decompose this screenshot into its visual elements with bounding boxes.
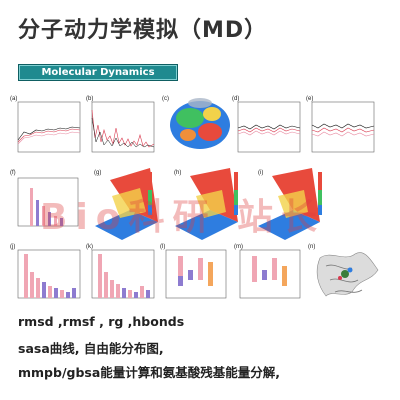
panel-i-landscape xyxy=(258,168,322,240)
panel-m-bars xyxy=(239,249,301,299)
panel-h-landscape xyxy=(175,168,238,240)
panel-label-g: (g) xyxy=(94,170,102,176)
panel-l-bars xyxy=(165,249,227,299)
panel-label-f: (f) xyxy=(10,170,16,176)
panel-g-landscape xyxy=(95,168,158,240)
panel-f-plot xyxy=(17,177,79,227)
panel-label-b: (b) xyxy=(86,96,94,102)
panel-n-structure xyxy=(316,252,379,297)
panel-b-plot xyxy=(91,101,155,153)
panel-a-plot xyxy=(17,101,81,153)
panel-label-j: (j) xyxy=(10,244,16,250)
panel-k-bars xyxy=(91,249,155,299)
panel-j-bars xyxy=(17,249,81,299)
panel-label-a: (a) xyxy=(10,96,18,102)
panel-c-surface xyxy=(170,98,230,149)
panel-label-k: (k) xyxy=(86,244,93,250)
panel-label-h: (h) xyxy=(174,170,182,176)
panel-label-c: (c) xyxy=(162,96,169,102)
notes-line-3: mmpb/gbsa能量计算和氨基酸残基能量分解, xyxy=(18,365,281,380)
panel-label-e: (e) xyxy=(306,96,314,102)
subtitle-text: Molecular Dynamics xyxy=(41,67,155,78)
page-title: 分子动力学模拟（MD） xyxy=(18,18,268,43)
subtitle-banner: Molecular Dynamics xyxy=(18,64,178,81)
panel-label-i: (i) xyxy=(258,170,264,176)
panel-label-m: (m) xyxy=(234,244,243,250)
notes-line-2: sasa曲线, 自由能分布图, xyxy=(18,341,164,356)
notes-line-1: rmsd ,rmsf , rg ,hbonds xyxy=(18,314,185,329)
panel-label-d: (d) xyxy=(232,96,240,102)
watermark-text: Bio科研 站长 xyxy=(40,197,326,238)
panel-label-l: (l) xyxy=(160,244,166,250)
panel-e-plot xyxy=(311,101,375,153)
panel-label-n: (n) xyxy=(308,244,316,250)
panel-d-plot xyxy=(237,101,301,153)
